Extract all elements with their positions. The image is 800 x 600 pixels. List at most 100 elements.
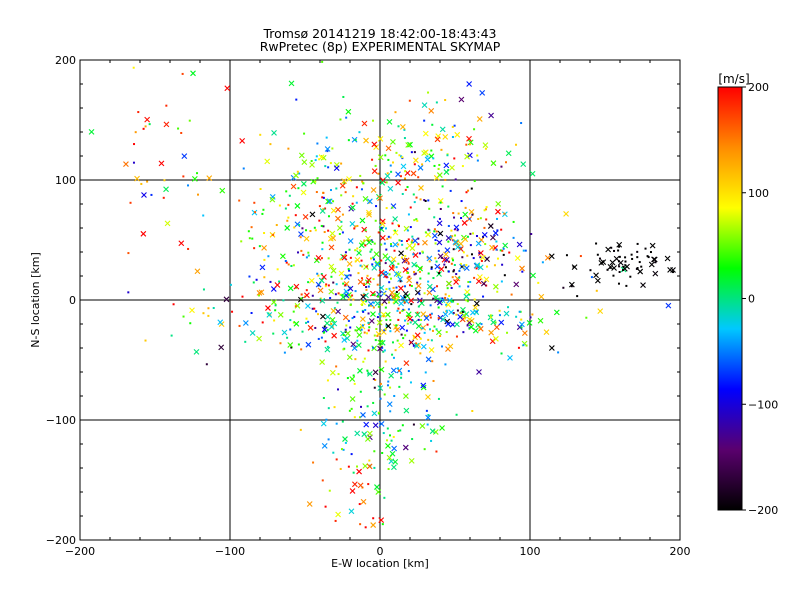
data-point-dot [454,234,457,237]
data-point-dot [503,274,506,277]
data-point-dot [466,254,469,257]
data-point-dot [401,243,404,246]
data-point-dot [595,242,598,245]
data-point-dot [524,249,527,252]
data-point-x [372,369,379,376]
data-point-x [409,245,416,252]
data-point-dot [367,329,370,332]
data-point-x [437,314,444,321]
data-point-dot [408,284,411,287]
data-point-x [406,277,413,284]
data-point-dot [311,307,314,310]
data-point-dot [142,127,145,130]
data-point-x [415,323,422,329]
data-point-x [293,172,299,179]
data-point-dot [437,249,440,252]
data-point-x [163,186,169,193]
data-point-dot [339,118,342,121]
data-point-dot [182,315,185,318]
data-point-x [398,342,404,349]
data-point-dot [346,377,349,380]
data-point-dot [477,263,480,266]
data-point-x [439,425,445,431]
data-point-dot [417,176,420,179]
data-point-x [493,335,499,342]
data-point-x [362,195,369,202]
data-point-dot [344,441,347,444]
data-point-dot [417,237,420,240]
data-point-dot [329,297,332,300]
data-point-x [317,287,324,294]
data-point-x [402,266,409,273]
data-point-dot [398,385,401,388]
data-point-dot [502,253,505,256]
colorbar-ticks: 200 100 0 −100 −200 [742,81,778,517]
data-point-dot [413,201,416,204]
data-point-x [477,250,484,256]
data-point-dot [400,256,403,259]
data-point-dot [207,307,210,310]
data-point-x [324,314,331,320]
data-point-dot [419,352,422,355]
data-point-x [309,211,316,218]
data-point-dot [407,308,410,311]
data-point-dot [455,273,458,276]
data-point-x [521,330,528,336]
data-point-dot [465,143,468,146]
data-point-dot [379,397,382,400]
data-point-x [372,422,379,429]
data-point-dot [345,324,348,327]
data-point-dot [500,165,503,168]
data-point-x [457,246,464,252]
data-point-dot [425,409,428,412]
data-point-dot [437,167,440,170]
data-point-dot [379,224,382,227]
data-point-dot [529,316,532,319]
data-point-dot [326,150,329,153]
data-point-x [335,511,342,518]
data-point-dot [606,268,609,271]
data-point-x [284,225,291,231]
data-point-dot [610,246,613,249]
data-point-dot [352,298,355,301]
data-point-dot [478,252,481,255]
data-point-dot [441,345,444,348]
data-point-dot [379,315,382,318]
data-point-dot [385,324,388,327]
data-point-x [417,164,424,171]
data-point-x [475,240,482,247]
data-point-x [412,237,419,244]
data-point-dot [368,201,371,204]
data-point-dot [383,496,386,499]
data-point-dot [364,526,367,529]
data-point-dot [441,185,444,188]
data-point-x [379,234,386,241]
data-point-dot [133,143,136,146]
data-point-dot [406,186,409,189]
data-point-x [325,198,331,205]
data-point-x [366,239,373,246]
data-point-x [413,342,420,349]
data-point-x [403,393,409,400]
data-point-x [354,430,361,437]
data-point-x [600,259,607,266]
data-point-dot [404,334,407,337]
data-point-dot [301,227,304,230]
data-point-dot [427,199,430,202]
data-point-x [490,160,497,167]
data-point-dot [373,293,376,296]
data-point-x [476,369,482,375]
data-point-dot [365,265,368,268]
data-point-dot [354,225,357,228]
data-point-dot [395,266,398,269]
data-point-dot [250,312,253,315]
data-point-dot [617,282,620,285]
data-point-dot [321,248,324,251]
data-point-dot [389,319,392,322]
data-point-dot [362,299,365,302]
data-point-dot [638,261,641,264]
data-point-dot [444,293,447,296]
data-point-dot [485,218,488,221]
data-point-dot [299,236,302,239]
data-point-dot [332,451,335,454]
